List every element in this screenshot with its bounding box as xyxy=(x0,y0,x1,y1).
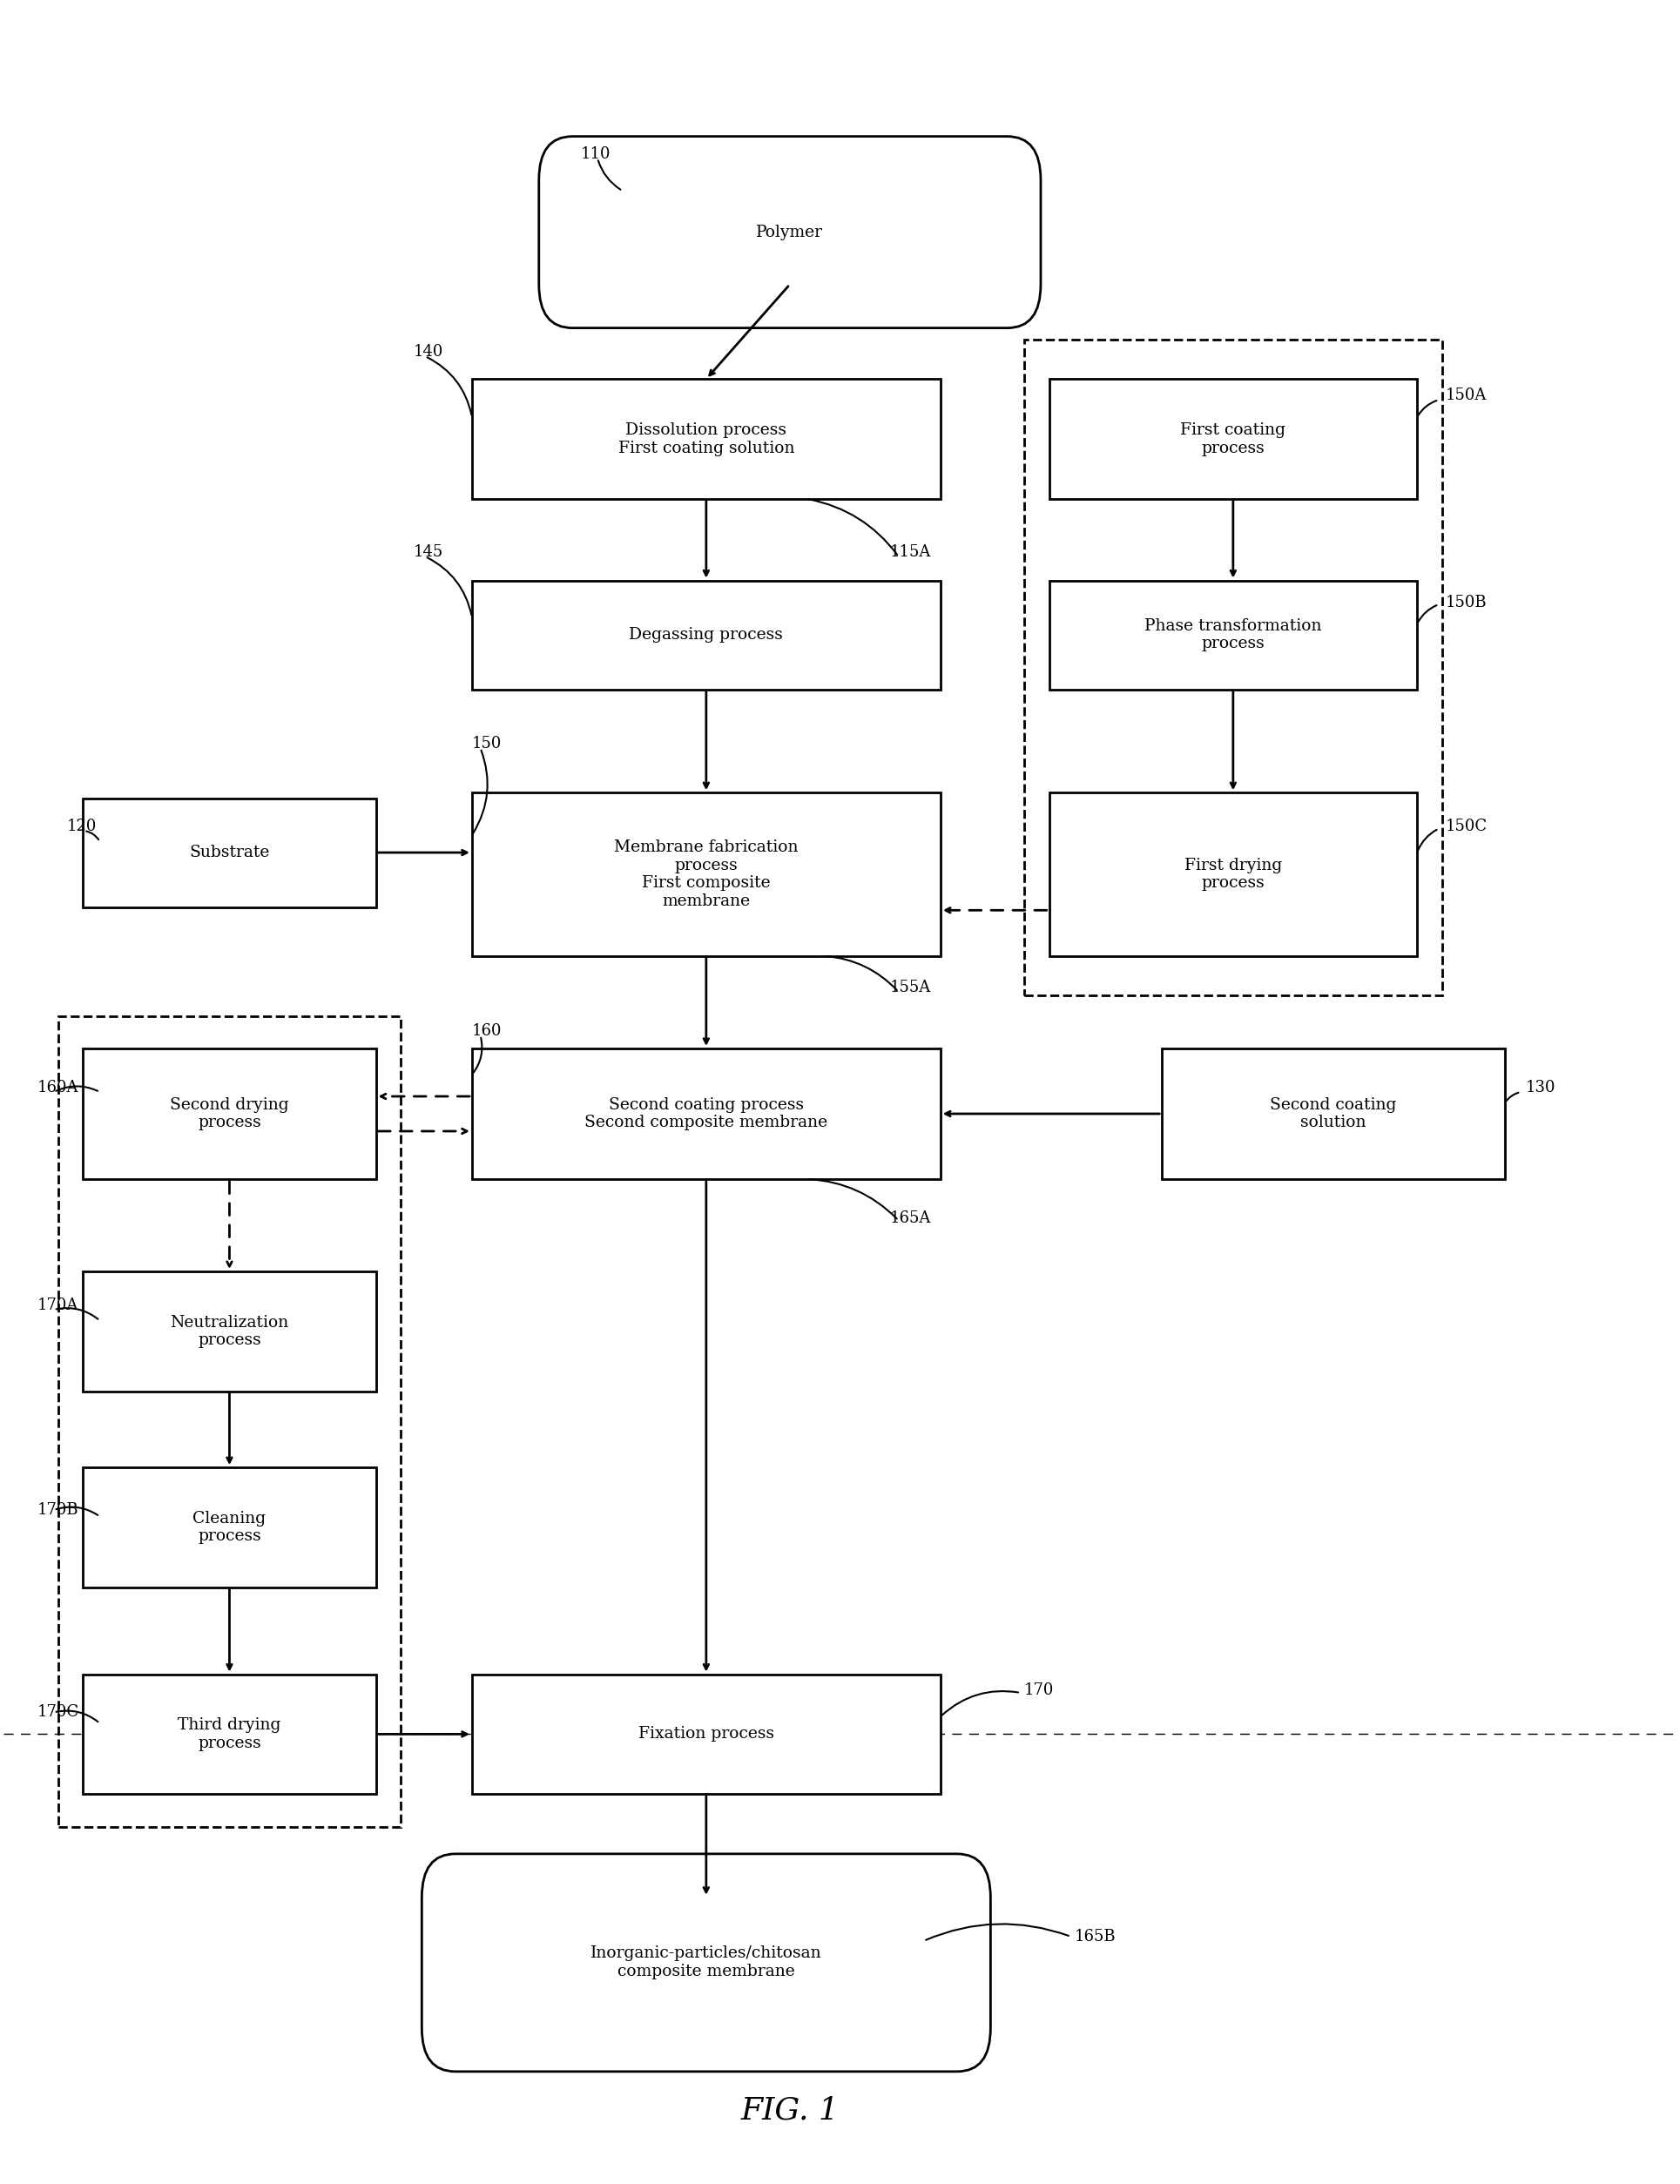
Text: 150B: 150B xyxy=(1445,594,1487,609)
Text: Neutralization
process: Neutralization process xyxy=(170,1315,289,1348)
Bar xyxy=(472,793,941,957)
Text: 170C: 170C xyxy=(37,1704,79,1721)
Bar xyxy=(472,1048,941,1179)
Text: First coating
process: First coating process xyxy=(1181,422,1285,456)
Text: Second coating process
Second composite membrane: Second coating process Second composite … xyxy=(585,1096,828,1131)
Text: Phase transformation
process: Phase transformation process xyxy=(1144,618,1322,651)
Bar xyxy=(1048,793,1418,957)
Text: First drying
process: First drying process xyxy=(1184,858,1282,891)
Text: FIG. 1: FIG. 1 xyxy=(741,2097,838,2125)
Bar xyxy=(82,797,376,906)
Bar xyxy=(472,380,941,498)
Bar xyxy=(1163,1048,1505,1179)
Text: 165B: 165B xyxy=(1074,1928,1116,1944)
Text: Degassing process: Degassing process xyxy=(628,627,783,642)
Bar xyxy=(472,1675,941,1793)
Text: 110: 110 xyxy=(581,146,612,162)
Bar xyxy=(82,1271,376,1391)
Text: Membrane fabrication
process
First composite
membrane: Membrane fabrication process First compo… xyxy=(615,839,798,909)
Bar xyxy=(59,1016,402,1826)
Bar xyxy=(1025,341,1441,996)
Bar xyxy=(82,1675,376,1793)
Text: 150C: 150C xyxy=(1445,819,1487,834)
Text: Second coating
solution: Second coating solution xyxy=(1270,1096,1396,1131)
Text: 170: 170 xyxy=(1025,1682,1053,1699)
Bar xyxy=(1048,380,1418,498)
Text: Cleaning
process: Cleaning process xyxy=(193,1511,265,1544)
Text: 160A: 160A xyxy=(37,1079,79,1096)
Text: Substrate: Substrate xyxy=(190,845,270,860)
Bar xyxy=(82,1468,376,1588)
Text: 170B: 170B xyxy=(37,1503,79,1518)
Bar xyxy=(472,581,941,690)
Bar xyxy=(1048,581,1418,690)
Text: 150: 150 xyxy=(472,736,502,751)
Bar xyxy=(82,1048,376,1179)
Text: 130: 130 xyxy=(1525,1079,1556,1096)
Text: 170A: 170A xyxy=(37,1297,79,1313)
Text: Dissolution process
First coating solution: Dissolution process First coating soluti… xyxy=(618,422,795,456)
FancyBboxPatch shape xyxy=(422,1854,991,2073)
Text: 150A: 150A xyxy=(1445,387,1487,404)
Text: 140: 140 xyxy=(413,345,444,360)
Text: 115A: 115A xyxy=(890,544,931,559)
Text: Second drying
process: Second drying process xyxy=(170,1096,289,1131)
Text: 160: 160 xyxy=(472,1024,502,1040)
FancyBboxPatch shape xyxy=(539,135,1040,328)
Text: 165A: 165A xyxy=(890,1210,931,1225)
Text: Inorganic-particles/chitosan
composite membrane: Inorganic-particles/chitosan composite m… xyxy=(590,1946,822,1979)
Text: Polymer: Polymer xyxy=(756,225,823,240)
Text: 155A: 155A xyxy=(890,981,931,996)
Text: Fixation process: Fixation process xyxy=(638,1725,774,1743)
Text: 120: 120 xyxy=(67,819,97,834)
Text: 145: 145 xyxy=(413,544,444,559)
Text: Third drying
process: Third drying process xyxy=(178,1717,281,1752)
